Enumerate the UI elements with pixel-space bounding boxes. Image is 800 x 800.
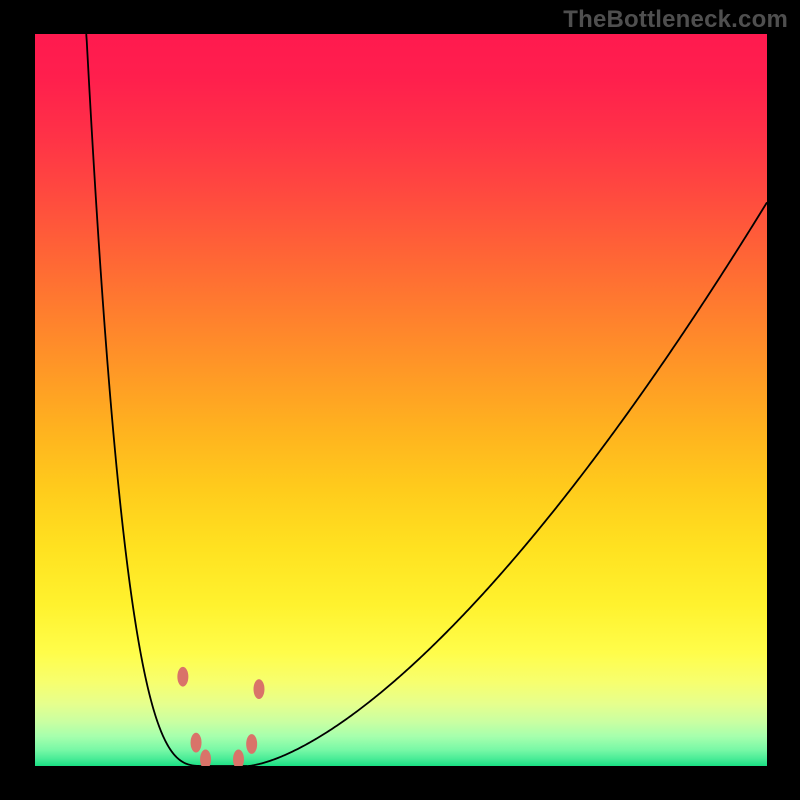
curve-marker — [191, 733, 202, 753]
curve-marker — [246, 734, 257, 754]
bottleneck-curve-plot — [35, 34, 767, 766]
curve-marker — [177, 667, 188, 687]
curve-marker — [254, 679, 265, 699]
chart-outer-frame: TheBottleneck.com — [0, 0, 800, 800]
plot-background-gradient — [35, 34, 767, 766]
watermark-text: TheBottleneck.com — [563, 6, 788, 34]
